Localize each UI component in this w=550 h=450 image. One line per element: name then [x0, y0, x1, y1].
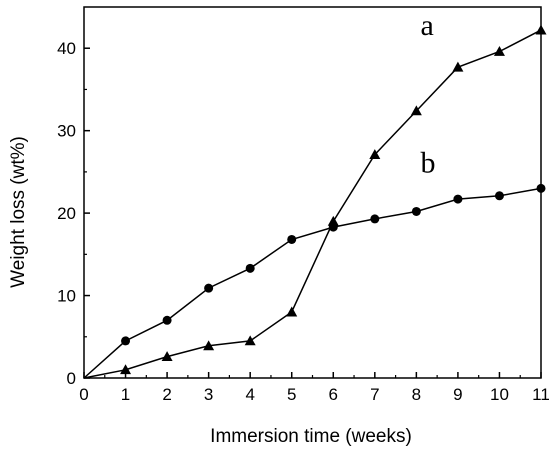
x-tick-label: 11 — [532, 385, 550, 404]
data-point-a — [161, 351, 173, 361]
data-point-b — [494, 191, 504, 201]
x-tick-label: 9 — [453, 385, 462, 404]
series-line-b — [83, 187, 542, 379]
data-point-b — [536, 183, 546, 193]
data-point-a — [535, 24, 547, 35]
series-labels: ab — [421, 9, 436, 180]
x-axis: 0 1 2 3 4 5 6 7 8 9 10 11 — [79, 372, 550, 404]
data-point-a — [120, 364, 132, 375]
x-tick-label: 6 — [329, 385, 338, 404]
x-tick-label: 8 — [412, 385, 421, 404]
y-axis-title: Weight loss (wt%) — [8, 136, 29, 288]
data-point-b — [411, 206, 421, 216]
data-point-a — [203, 340, 215, 351]
x-axis-title: Immersion time (weeks) — [210, 426, 412, 447]
series-layer — [83, 24, 547, 379]
series-label-b: b — [421, 147, 436, 180]
data-point-b — [453, 194, 463, 204]
y-axis: 0 10 20 30 40 — [57, 39, 90, 388]
data-point-a — [493, 46, 505, 56]
series-label-a: a — [421, 9, 434, 42]
y-tick-label: 20 — [57, 204, 76, 223]
data-point-b — [121, 336, 131, 346]
plot-frame — [83, 6, 542, 379]
x-tick-label: 5 — [287, 385, 296, 404]
series-line-a — [83, 29, 542, 379]
data-point-b — [245, 263, 255, 273]
x-tick-label: 0 — [79, 385, 88, 404]
data-point-b — [162, 315, 172, 325]
x-tick-label: 10 — [490, 385, 509, 404]
data-point-b — [328, 222, 338, 232]
data-point-a — [410, 105, 422, 116]
data-point-b — [287, 234, 297, 244]
data-point-a — [286, 306, 298, 317]
y-tick-label: 30 — [57, 122, 76, 141]
series-a — [83, 24, 547, 379]
x-tick-label: 2 — [162, 385, 171, 404]
y-tick-label: 0 — [67, 369, 76, 388]
plot-area — [83, 6, 542, 379]
data-point-b — [204, 283, 214, 293]
x-tick-label: 7 — [370, 385, 379, 404]
data-point-a — [452, 61, 464, 72]
data-point-b — [370, 214, 380, 224]
data-point-a — [244, 335, 256, 346]
x-tick-label: 4 — [245, 385, 254, 404]
data-point-a — [327, 215, 339, 226]
series-b — [83, 183, 546, 379]
x-tick-label: 3 — [204, 385, 213, 404]
y-tick-label: 40 — [57, 39, 76, 58]
y-tick-label: 10 — [57, 287, 76, 306]
data-point-a — [369, 149, 381, 159]
x-tick-label: 1 — [121, 385, 130, 404]
